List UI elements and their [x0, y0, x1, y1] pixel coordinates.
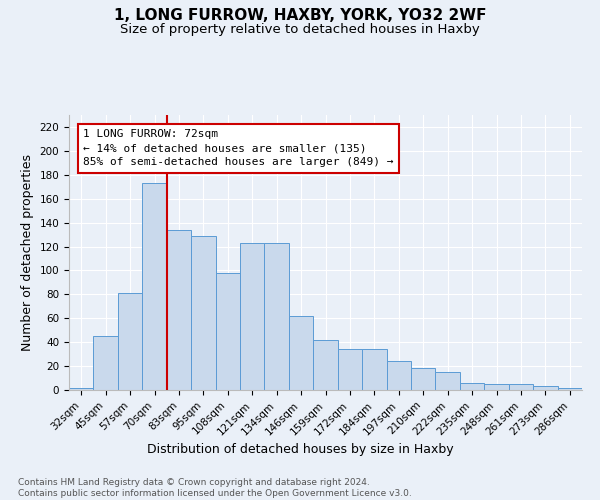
Bar	[215, 273, 240, 390]
Bar	[142, 183, 167, 390]
Bar	[94, 336, 118, 390]
Bar	[289, 316, 313, 390]
Y-axis label: Number of detached properties: Number of detached properties	[21, 154, 34, 351]
Bar	[265, 243, 289, 390]
Bar	[533, 386, 557, 390]
Text: Distribution of detached houses by size in Haxby: Distribution of detached houses by size …	[146, 442, 454, 456]
Bar	[460, 383, 484, 390]
Bar	[362, 350, 386, 390]
Bar	[484, 384, 509, 390]
Bar	[411, 368, 436, 390]
Bar	[69, 388, 94, 390]
Text: Contains HM Land Registry data © Crown copyright and database right 2024.
Contai: Contains HM Land Registry data © Crown c…	[18, 478, 412, 498]
Bar	[386, 362, 411, 390]
Bar	[167, 230, 191, 390]
Bar	[509, 384, 533, 390]
Bar	[118, 293, 142, 390]
Bar	[313, 340, 338, 390]
Bar	[557, 388, 582, 390]
Text: 1, LONG FURROW, HAXBY, YORK, YO32 2WF: 1, LONG FURROW, HAXBY, YORK, YO32 2WF	[114, 8, 486, 22]
Bar	[436, 372, 460, 390]
Bar	[191, 236, 215, 390]
Text: Size of property relative to detached houses in Haxby: Size of property relative to detached ho…	[120, 22, 480, 36]
Text: 1 LONG FURROW: 72sqm
← 14% of detached houses are smaller (135)
85% of semi-deta: 1 LONG FURROW: 72sqm ← 14% of detached h…	[83, 130, 394, 168]
Bar	[338, 350, 362, 390]
Bar	[240, 243, 265, 390]
